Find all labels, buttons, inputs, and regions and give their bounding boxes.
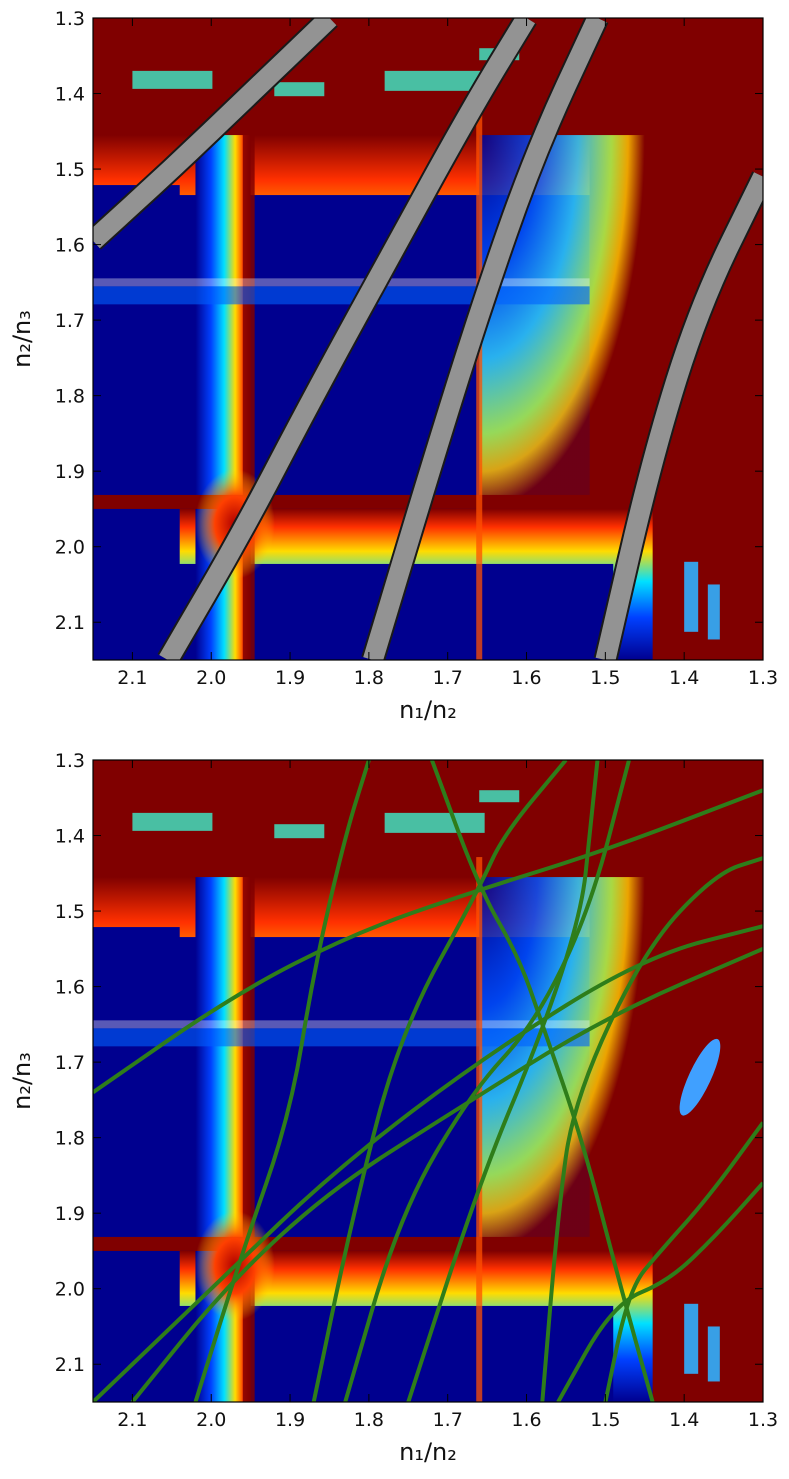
- heatmap: [93, 760, 763, 1402]
- stable-core-lower: [93, 1305, 614, 1402]
- x-tick-label: 2.1: [117, 667, 147, 689]
- plot-frame: [92, 17, 764, 661]
- resonance-hot-x1: [242, 125, 255, 660]
- chart-panel-2: 2.1 2.0 1.9 1.8 1.7 1.6 1.5 1.4 1.3 1.3 1.4 1.5 1.6 1…: [8, 750, 778, 1466]
- resonance-glow-y2: [93, 286, 590, 305]
- y-tick-label: 1.7: [55, 310, 85, 332]
- y-tick-label: 1.9: [55, 1203, 85, 1225]
- y-tick-label: 1.6: [55, 977, 85, 999]
- scatter-patch: [132, 812, 213, 831]
- scatter-patch: [132, 70, 213, 89]
- resonance-hot-x1: [242, 867, 255, 1402]
- overlay-curve: [193, 760, 371, 1402]
- overlay-curve: [130, 946, 763, 1402]
- resonance-line-x2: [476, 857, 483, 1402]
- y-tick-label: 1.7: [55, 1052, 85, 1074]
- overlay-curve: [406, 760, 600, 1402]
- x-tick-label: 1.5: [590, 1409, 620, 1431]
- resonance-glow-y2: [93, 1028, 590, 1047]
- scatter-patch: [274, 82, 325, 97]
- scatter-patch: [384, 812, 485, 833]
- x-tick-label: 2.1: [117, 1409, 147, 1431]
- overlay-band: [595, 172, 763, 660]
- y-tick-label: 1.4: [55, 84, 85, 106]
- x-tick-label: 1.5: [590, 667, 620, 689]
- stable-core-left: [93, 185, 180, 660]
- y-tick-label: 1.3: [55, 8, 85, 30]
- overlay-band: [159, 18, 536, 660]
- scatter-patch: [707, 584, 720, 640]
- overlay-curve: [93, 788, 763, 1094]
- overlay-band: [93, 18, 337, 249]
- scatter-patch: [684, 1303, 699, 1374]
- y-tick-label: 1.3: [55, 750, 85, 772]
- chart-panel-1: 2.1 2.0 1.9 1.8 1.7 1.6 1.5 1.4 1.3 1.3 1.4 1.5 1.6 1…: [8, 8, 778, 724]
- y-tick-label: 2.1: [55, 612, 85, 634]
- x-tick-label: 1.9: [275, 667, 305, 689]
- overlay-curve: [311, 760, 568, 1402]
- x-tick-label: 1.7: [433, 667, 463, 689]
- y-tick-label: 2.0: [55, 537, 85, 559]
- y-tick-label: 2.0: [55, 1279, 85, 1301]
- x-tick-label: 1.6: [511, 1409, 541, 1431]
- y-axis-label: n₂/n₃: [8, 310, 36, 368]
- resonance-line-y2: [93, 1020, 590, 1029]
- y-tick-label: 2.1: [55, 1354, 85, 1376]
- x-tick-label: 2.0: [196, 667, 226, 689]
- x-tick-label: 1.7: [433, 1409, 463, 1431]
- y-tick-label: 1.6: [55, 235, 85, 257]
- overlay-curve: [540, 856, 763, 1402]
- overlay-curve: [603, 1121, 763, 1402]
- resonance-line-x2: [476, 115, 483, 660]
- y-tick-label: 1.4: [55, 826, 85, 848]
- x-axis-label: n₁/n₂: [399, 1438, 457, 1466]
- x-tick-label: 1.9: [275, 1409, 305, 1431]
- x-tick-label: 1.8: [354, 667, 384, 689]
- scatter-patch: [274, 824, 325, 839]
- resonance-line-y2: [93, 278, 590, 287]
- y-tick-label: 1.5: [55, 901, 85, 923]
- plot-frame: [92, 759, 764, 1403]
- overlay-curve: [93, 924, 763, 1402]
- y-tick-label: 1.5: [55, 159, 85, 181]
- scatter-patch: [707, 1326, 720, 1382]
- x-tick-label: 1.6: [511, 667, 541, 689]
- x-tick-label: 1.4: [669, 1409, 699, 1431]
- x-tick-label: 1.3: [748, 1409, 778, 1431]
- stable-core-left: [93, 927, 180, 1402]
- scatter-patch: [684, 561, 699, 632]
- scatter-patch: [384, 70, 485, 91]
- y-tick-label: 1.8: [55, 386, 85, 408]
- overlay-curve: [343, 760, 631, 1402]
- x-tick-label: 1.4: [669, 667, 699, 689]
- x-tick-label: 1.8: [354, 1409, 384, 1431]
- x-tick-label: 2.0: [196, 1409, 226, 1431]
- heatmap: [93, 18, 763, 660]
- stable-island: [679, 1038, 721, 1116]
- x-tick-label: 1.3: [748, 667, 778, 689]
- scatter-patch: [479, 790, 520, 803]
- y-tick-label: 1.9: [55, 461, 85, 483]
- resonance-line-y3: [93, 494, 637, 509]
- resonance-strip-x1: [195, 877, 251, 1402]
- overlay-curve: [556, 1181, 763, 1402]
- y-tick-label: 1.8: [55, 1128, 85, 1150]
- x-axis-label: n₁/n₂: [399, 696, 457, 724]
- overlay-band: [363, 18, 607, 660]
- overlay-curve: [430, 760, 655, 1402]
- y-axis-label: n₂/n₃: [8, 1052, 36, 1110]
- stable-fade-upper: [479, 135, 645, 509]
